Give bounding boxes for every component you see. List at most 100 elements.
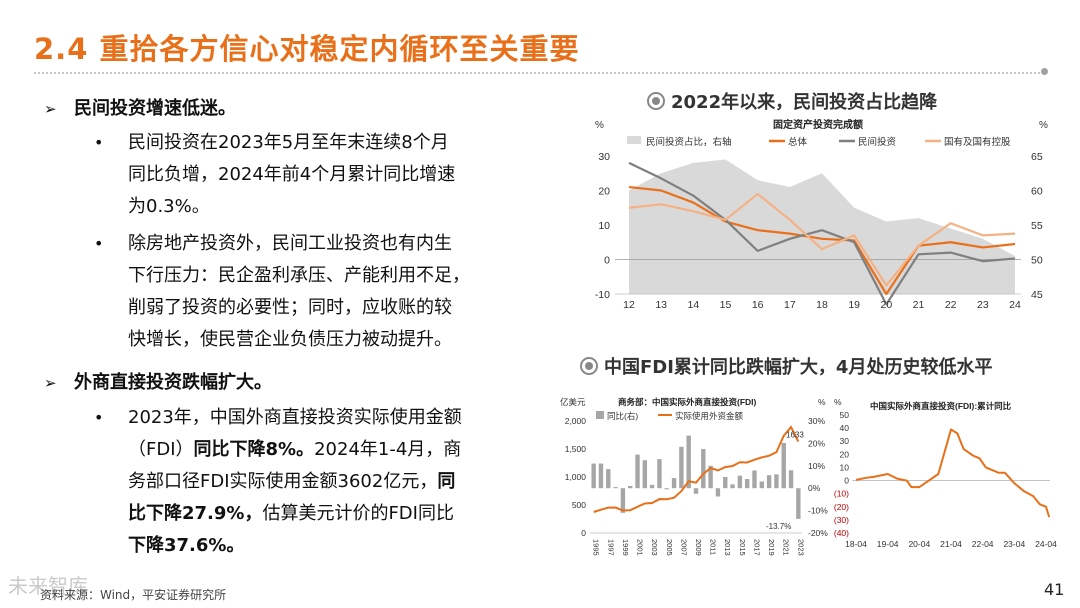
text-line: 为0.3%。 xyxy=(128,196,210,217)
bar-yoy xyxy=(679,446,684,489)
text-line-mixed: （FDI）同比下降8%。2024年1-4月，商 xyxy=(128,439,462,460)
chart-title: 商务部：中国实际外商直接投资(FDI) xyxy=(618,397,757,407)
bullet-dot-icon: • xyxy=(94,408,104,427)
series-line-3 xyxy=(628,192,1016,287)
bar-yoy xyxy=(715,488,721,497)
bar-yoy xyxy=(606,469,611,489)
x-tick: 21-04 xyxy=(940,539,962,549)
bar-yoy xyxy=(744,479,750,489)
bar-yoy xyxy=(737,475,743,489)
y-tick-right: 45 xyxy=(1031,289,1043,301)
series-line-1 xyxy=(628,185,1016,296)
bar-yoy xyxy=(686,435,691,489)
x-tick: 2001 xyxy=(636,539,645,556)
x-tick: 19-04 xyxy=(877,539,899,549)
y-tick: 10 xyxy=(840,462,850,472)
y-tick-right: 50 xyxy=(1031,255,1043,267)
text-line: 同比负增，2024年前4个月累计同比增速 xyxy=(128,164,456,185)
y-tick-right: -20% xyxy=(808,528,828,538)
y-axis-unit: % xyxy=(834,397,842,407)
source-note: 资料来源：Wind，平安证券研究所 xyxy=(40,588,227,602)
page-title: 2.4 重拾各方信心对稳定内循环至关重要 xyxy=(34,32,580,66)
x-tick: 2017 xyxy=(752,539,761,556)
bar-yoy xyxy=(693,488,699,494)
section-title-fdi: 中国FDI累计同比跌幅扩大，4月处历史较低水平 xyxy=(580,353,992,379)
bar-yoy xyxy=(723,477,728,489)
y-tick-left: 2,000 xyxy=(565,416,587,426)
bullet-dot-icon: • xyxy=(94,133,104,152)
series-line-2 xyxy=(628,161,1016,306)
y-tick-left: 500 xyxy=(572,500,586,510)
bar-yoy xyxy=(635,454,640,489)
arrow-bullet-icon: ➢ xyxy=(44,374,57,392)
x-tick: 1997 xyxy=(606,539,615,556)
y-axis-unit-right: % xyxy=(1039,120,1048,131)
x-tick: 18-04 xyxy=(845,539,867,549)
y-tick-right: 0% xyxy=(808,483,821,493)
point-heading-fdi: ➢ 外商直接投资跌幅扩大。 xyxy=(44,372,272,393)
x-tick: 20-04 xyxy=(908,539,930,549)
title-divider xyxy=(34,72,1044,74)
bar-yoy xyxy=(708,465,713,489)
y-tick-left: 0 xyxy=(604,255,610,267)
section-title-private-share: 2022年以来，民间投资占比趋降 xyxy=(647,88,937,114)
legend-label: 同比(右) xyxy=(607,411,638,421)
text-line: 2023年，中国外商直接投资实际使用金额 xyxy=(128,407,462,428)
legend-label: 国有及国有控股 xyxy=(944,136,1011,148)
text-line: 下行压力：民企盈利承压、产能利用不足， xyxy=(128,265,470,286)
y-axis-unit-left: 亿美元 xyxy=(560,397,586,407)
y-axis-unit-right: % xyxy=(818,397,826,407)
series-line-fdi-amount xyxy=(593,425,800,513)
legend-label: 民间投资占比，右轴 xyxy=(646,136,732,148)
y-tick-left: 30 xyxy=(598,151,610,163)
series-line-cumulative-yoy xyxy=(855,428,1051,518)
data-label: 1633 xyxy=(786,431,804,440)
legend-swatch xyxy=(596,411,604,419)
bar-yoy xyxy=(781,442,786,489)
x-tick: 1995 xyxy=(592,539,601,556)
y-tick-left: -10 xyxy=(595,289,610,301)
bar-yoy xyxy=(788,470,794,489)
y-tick-right: 20% xyxy=(808,438,825,448)
y-tick: 50 xyxy=(840,410,850,420)
x-tick: 2015 xyxy=(738,539,747,556)
arrow-bullet-icon: ➢ xyxy=(44,100,57,118)
x-tick: 2005 xyxy=(665,539,674,556)
bar-yoy xyxy=(657,459,662,489)
y-tick: 0 xyxy=(844,476,849,486)
text-line: 快增长，使民营企业负债压力被动提升。 xyxy=(128,329,452,350)
x-tick: 2003 xyxy=(650,539,659,556)
x-tick: 2021 xyxy=(782,539,791,556)
data-label: -13.7% xyxy=(766,522,791,531)
y-tick-right: 30% xyxy=(808,416,825,426)
bar-yoy xyxy=(796,488,801,519)
bar-yoy xyxy=(591,463,596,489)
area-private-investment-share xyxy=(629,159,1015,294)
y-tick-right: 10% xyxy=(808,461,825,471)
chart-fdi-amount: 亿美元 商务部：中国实际外商直接投资(FDI) % 同比(右) 实际使用外资金额 1633… xyxy=(560,397,828,556)
text-line: 民间投资在2023年5月至年末连续8个月 xyxy=(128,132,449,153)
bar-yoy xyxy=(642,460,648,489)
target-icon xyxy=(647,92,665,110)
y-tick-left: 0 xyxy=(581,528,586,538)
text-line-mixed: 比下降27.9%，估算美元计价的FDI同比 xyxy=(128,503,454,524)
y-tick: 20 xyxy=(840,449,850,459)
bar-yoy xyxy=(701,449,706,489)
y-tick-left: 1,500 xyxy=(565,444,587,454)
x-tick: 14 xyxy=(687,299,699,311)
y-tick-right: 65 xyxy=(1031,151,1043,163)
x-tick: 2023 xyxy=(796,539,805,556)
x-tick: 20 xyxy=(880,299,892,311)
bar-yoy xyxy=(774,474,779,489)
x-tick: 24-04 xyxy=(1035,539,1057,549)
y-tick-right: 60 xyxy=(1031,186,1043,198)
bar-yoy xyxy=(613,487,618,489)
y-tick: (40) xyxy=(834,528,849,538)
y-tick: 30 xyxy=(840,436,850,446)
legend-swatch xyxy=(627,136,641,144)
x-tick: 2009 xyxy=(694,539,703,556)
x-tick: 23 xyxy=(977,299,989,311)
watermark-logo: 未来智库 xyxy=(8,574,88,598)
x-tick: 13 xyxy=(655,299,667,311)
